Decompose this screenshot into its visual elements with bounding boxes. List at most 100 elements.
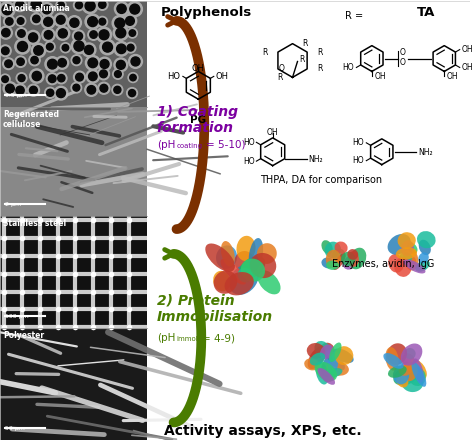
Ellipse shape <box>213 271 230 291</box>
Circle shape <box>44 31 53 39</box>
Text: HO: HO <box>353 156 365 165</box>
Circle shape <box>76 73 83 81</box>
Ellipse shape <box>417 231 436 248</box>
Ellipse shape <box>393 366 409 385</box>
Circle shape <box>0 74 10 84</box>
Circle shape <box>0 26 12 39</box>
Circle shape <box>100 59 109 69</box>
Ellipse shape <box>329 342 341 362</box>
Circle shape <box>34 46 43 55</box>
Ellipse shape <box>225 272 254 295</box>
Circle shape <box>116 60 125 69</box>
Circle shape <box>54 13 67 27</box>
Circle shape <box>126 16 134 25</box>
Ellipse shape <box>419 240 431 255</box>
Text: coating: coating <box>176 143 202 149</box>
Circle shape <box>82 43 96 57</box>
Text: OH: OH <box>267 128 279 137</box>
Ellipse shape <box>257 243 277 264</box>
Circle shape <box>114 58 128 72</box>
Ellipse shape <box>320 343 335 357</box>
Circle shape <box>102 42 112 52</box>
Circle shape <box>130 74 136 81</box>
Ellipse shape <box>387 343 407 365</box>
Text: Polyphenols: Polyphenols <box>161 6 252 19</box>
Ellipse shape <box>347 249 358 260</box>
Circle shape <box>18 74 25 82</box>
Ellipse shape <box>332 249 346 262</box>
Text: HO: HO <box>342 63 354 72</box>
Circle shape <box>1 47 9 54</box>
Circle shape <box>6 84 14 93</box>
Ellipse shape <box>388 234 410 255</box>
Circle shape <box>2 4 12 15</box>
Bar <box>0 107 147 216</box>
Circle shape <box>113 69 123 79</box>
Text: 2 μm: 2 μm <box>5 202 21 207</box>
Text: immob: immob <box>176 336 201 342</box>
Circle shape <box>112 16 128 31</box>
Circle shape <box>116 28 126 38</box>
Circle shape <box>16 28 27 39</box>
Ellipse shape <box>408 367 426 386</box>
Text: THPA, DA for comparison: THPA, DA for comparison <box>260 175 382 185</box>
Circle shape <box>4 16 15 27</box>
Circle shape <box>6 18 13 25</box>
Ellipse shape <box>221 241 235 267</box>
Circle shape <box>88 29 99 40</box>
Ellipse shape <box>402 362 418 381</box>
Circle shape <box>73 84 80 91</box>
Text: R: R <box>317 47 322 57</box>
Ellipse shape <box>403 259 426 273</box>
Ellipse shape <box>411 362 426 387</box>
Ellipse shape <box>419 253 429 264</box>
Circle shape <box>127 1 142 17</box>
Circle shape <box>115 18 125 28</box>
Circle shape <box>85 83 98 97</box>
Circle shape <box>29 54 40 66</box>
Circle shape <box>128 28 137 38</box>
Circle shape <box>32 71 41 81</box>
Bar <box>0 216 147 328</box>
Circle shape <box>73 57 80 64</box>
Circle shape <box>3 58 14 70</box>
Ellipse shape <box>401 361 411 374</box>
Circle shape <box>31 0 41 9</box>
Circle shape <box>85 14 100 29</box>
Circle shape <box>89 72 97 81</box>
Ellipse shape <box>383 353 403 369</box>
Circle shape <box>125 43 136 53</box>
Circle shape <box>42 28 55 41</box>
Circle shape <box>114 42 128 56</box>
Ellipse shape <box>401 240 414 256</box>
Circle shape <box>67 16 82 30</box>
Ellipse shape <box>400 252 412 262</box>
Ellipse shape <box>326 250 341 268</box>
Circle shape <box>114 2 128 16</box>
Ellipse shape <box>407 256 416 265</box>
Ellipse shape <box>318 368 335 385</box>
Ellipse shape <box>393 365 420 385</box>
Ellipse shape <box>399 365 411 376</box>
Ellipse shape <box>216 245 237 269</box>
Ellipse shape <box>325 241 341 258</box>
Ellipse shape <box>307 343 325 359</box>
Ellipse shape <box>237 268 253 283</box>
Circle shape <box>48 75 56 82</box>
Circle shape <box>86 70 100 83</box>
Ellipse shape <box>308 346 327 369</box>
Circle shape <box>58 74 65 82</box>
Text: (pH: (pH <box>157 333 175 343</box>
Ellipse shape <box>322 369 336 382</box>
Circle shape <box>74 41 84 51</box>
Ellipse shape <box>401 373 423 392</box>
Text: R: R <box>302 39 308 48</box>
Text: O: O <box>400 58 405 67</box>
Ellipse shape <box>415 260 430 272</box>
Circle shape <box>70 18 79 27</box>
Text: = 5-10): = 5-10) <box>206 140 246 150</box>
Text: TA: TA <box>417 6 435 19</box>
Circle shape <box>33 15 40 23</box>
Circle shape <box>16 73 27 83</box>
Ellipse shape <box>320 345 334 359</box>
